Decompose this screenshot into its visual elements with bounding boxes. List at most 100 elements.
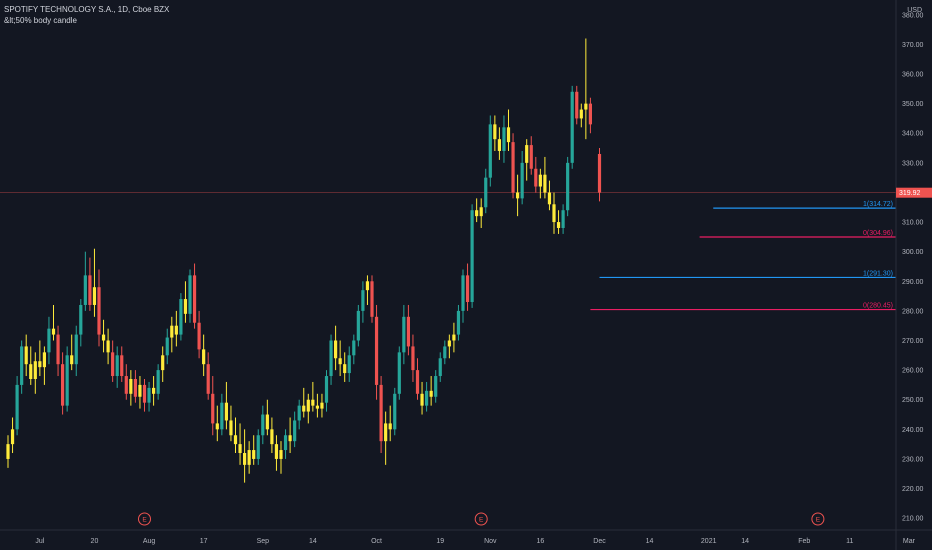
candle-body[interactable] xyxy=(120,355,124,377)
candle-body[interactable] xyxy=(47,328,51,353)
candle-body[interactable] xyxy=(92,287,97,305)
candle-body[interactable] xyxy=(506,127,511,143)
candle-body[interactable] xyxy=(561,210,565,228)
candle-body[interactable] xyxy=(165,337,169,356)
candle-body[interactable] xyxy=(243,453,247,465)
candle-body[interactable] xyxy=(233,435,238,445)
candle-body[interactable] xyxy=(443,346,447,359)
candle-body[interactable] xyxy=(38,361,42,368)
candle-body[interactable] xyxy=(202,349,206,365)
candle-body[interactable] xyxy=(197,322,201,350)
candle-body[interactable] xyxy=(97,287,101,335)
candle-body[interactable] xyxy=(425,390,429,406)
candle-body[interactable] xyxy=(74,334,78,365)
candle-body[interactable] xyxy=(597,153,602,193)
candle-body[interactable] xyxy=(352,340,356,356)
candle-body[interactable] xyxy=(516,192,520,199)
candle-body[interactable] xyxy=(56,334,60,365)
candle-body[interactable] xyxy=(411,346,415,371)
candle-body[interactable] xyxy=(179,299,183,335)
candle-body[interactable] xyxy=(456,310,461,335)
candle-body[interactable] xyxy=(211,393,215,424)
candle-body[interactable] xyxy=(347,355,351,374)
candle-body[interactable] xyxy=(361,290,365,311)
candle-body[interactable] xyxy=(393,393,397,430)
candle-body[interactable] xyxy=(238,444,242,454)
candle-body[interactable] xyxy=(420,393,424,406)
candle-body[interactable] xyxy=(479,207,483,217)
candle-body[interactable] xyxy=(338,358,342,365)
candle-body[interactable] xyxy=(283,435,288,451)
candle-body[interactable] xyxy=(570,91,574,163)
candle-body[interactable] xyxy=(20,346,24,385)
candle-body[interactable] xyxy=(543,174,547,193)
candle-body[interactable] xyxy=(83,275,87,305)
candle-body[interactable] xyxy=(461,275,465,311)
candles[interactable] xyxy=(6,38,602,483)
candle-body[interactable] xyxy=(215,423,219,430)
candle-body[interactable] xyxy=(6,444,10,459)
candle-body[interactable] xyxy=(65,355,69,406)
candle-body[interactable] xyxy=(465,275,470,303)
candle-body[interactable] xyxy=(147,387,151,403)
candle-body[interactable] xyxy=(24,346,28,365)
candle-body[interactable] xyxy=(302,405,306,412)
candle-body[interactable] xyxy=(397,352,401,394)
candle-body[interactable] xyxy=(111,352,115,377)
candle-body[interactable] xyxy=(488,124,492,178)
candle-body[interactable] xyxy=(529,145,533,169)
candle-body[interactable] xyxy=(252,450,256,459)
candle-body[interactable] xyxy=(256,435,260,459)
candle-body[interactable] xyxy=(152,387,156,394)
candle-body[interactable] xyxy=(402,316,406,353)
candle-body[interactable] xyxy=(88,275,92,305)
candle-body[interactable] xyxy=(129,378,133,394)
candle-body[interactable] xyxy=(415,370,420,394)
candle-body[interactable] xyxy=(470,210,474,303)
candle-body[interactable] xyxy=(552,204,556,223)
candle-body[interactable] xyxy=(270,429,274,445)
candle-body[interactable] xyxy=(447,340,451,347)
candle-body[interactable] xyxy=(188,275,192,314)
candle-body[interactable] xyxy=(388,423,392,430)
candle-body[interactable] xyxy=(297,405,301,421)
candle-body[interactable] xyxy=(493,124,497,140)
candle-body[interactable] xyxy=(329,340,333,377)
earnings-marker[interactable] xyxy=(474,512,488,526)
candle-body[interactable] xyxy=(124,376,128,394)
candle-body[interactable] xyxy=(370,281,374,317)
candle-body[interactable] xyxy=(51,328,56,335)
candle-body[interactable] xyxy=(247,450,251,465)
candle-body[interactable] xyxy=(170,325,174,338)
candle-body[interactable] xyxy=(520,162,524,199)
candle-body[interactable] xyxy=(101,334,106,341)
candle-body[interactable] xyxy=(206,364,210,394)
earnings-marker[interactable] xyxy=(138,512,151,526)
candle-body[interactable] xyxy=(452,334,456,341)
candle-body[interactable] xyxy=(70,355,74,365)
candle-body[interactable] xyxy=(475,210,479,217)
candle-body[interactable] xyxy=(406,316,410,347)
candle-body[interactable] xyxy=(579,109,583,119)
candle-body[interactable] xyxy=(534,168,538,187)
candle-body[interactable] xyxy=(584,103,588,110)
candle-body[interactable] xyxy=(511,142,515,193)
candle-body[interactable] xyxy=(556,222,561,228)
candle-body[interactable] xyxy=(61,364,65,406)
candle-body[interactable] xyxy=(434,376,438,397)
candle-body[interactable] xyxy=(106,340,110,353)
candle-body[interactable] xyxy=(356,310,360,341)
candle-body[interactable] xyxy=(79,304,83,335)
candle-body[interactable] xyxy=(384,423,388,442)
candle-body[interactable] xyxy=(429,390,433,397)
candle-body[interactable] xyxy=(10,429,15,445)
candle-body[interactable] xyxy=(174,325,178,335)
candle-body[interactable] xyxy=(484,177,488,208)
candle-body[interactable] xyxy=(192,275,197,323)
candle-body[interactable] xyxy=(575,91,579,119)
candle-body[interactable] xyxy=(33,361,37,379)
candle-body[interactable] xyxy=(588,103,592,125)
candle-body[interactable] xyxy=(288,435,292,442)
candle-body[interactable] xyxy=(229,420,233,436)
